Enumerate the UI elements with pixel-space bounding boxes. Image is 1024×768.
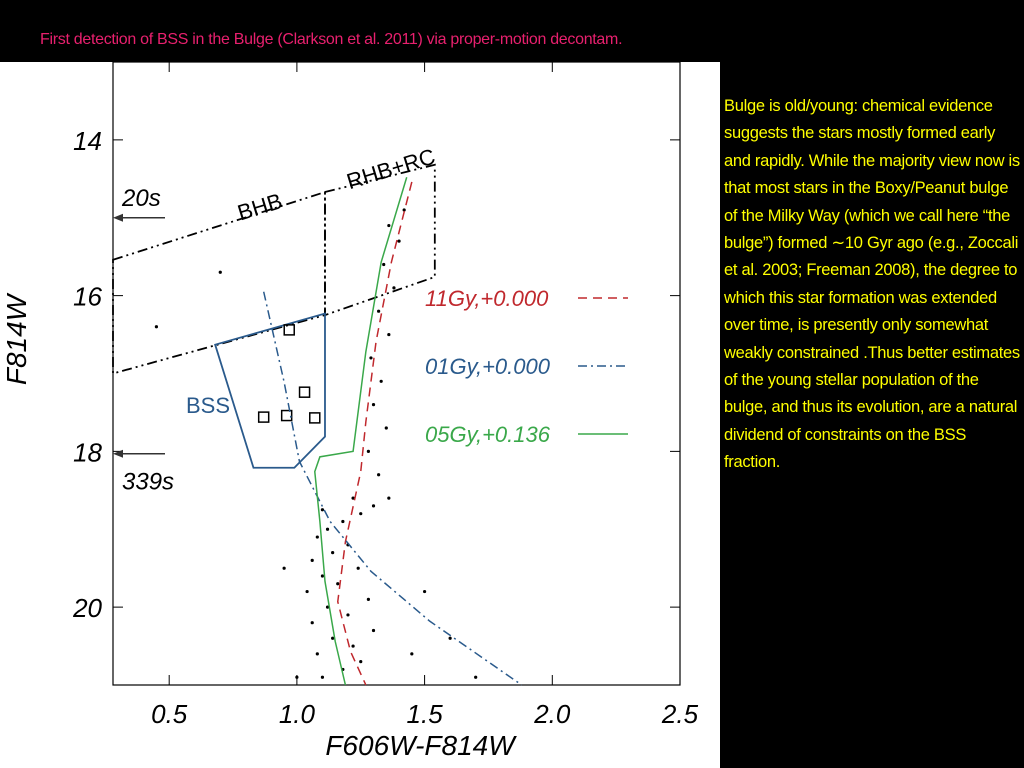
bss-marker xyxy=(283,324,295,336)
star-point xyxy=(320,675,325,679)
star-point xyxy=(356,566,360,570)
star-point xyxy=(377,309,381,313)
annotation-label: 339s xyxy=(122,469,174,496)
star-point xyxy=(341,519,345,524)
x-tick-label: 1.5 xyxy=(407,699,444,729)
star-point xyxy=(351,496,355,500)
isochrone-line xyxy=(314,177,408,686)
star-point xyxy=(336,582,340,586)
slide-body: Bulge is old/young: chemical evidence su… xyxy=(724,97,1020,472)
bss-marker xyxy=(309,412,321,424)
star-point xyxy=(387,496,391,500)
star-point xyxy=(369,356,373,360)
region-label: BSS xyxy=(186,393,230,418)
star-point xyxy=(384,426,388,430)
star-point xyxy=(410,652,414,656)
annotation-arrowhead xyxy=(113,213,123,222)
star-point xyxy=(377,473,381,477)
star-point xyxy=(305,589,309,594)
x-tick-label: 2.5 xyxy=(661,699,699,729)
star-point xyxy=(397,239,401,243)
star-point xyxy=(346,613,350,617)
legend-label: 11Gy,+0.000 xyxy=(425,286,549,311)
isochrone-line xyxy=(262,291,523,686)
star-point xyxy=(448,636,452,640)
isochrone-line xyxy=(336,181,413,686)
bss-marker xyxy=(280,409,293,422)
bss-marker xyxy=(257,411,270,423)
star-point xyxy=(325,605,330,609)
slide-title: First detection of BSS in the Bulge (Cla… xyxy=(40,31,623,48)
star-point xyxy=(320,508,325,512)
star-point xyxy=(371,403,376,407)
y-tick-label: 18 xyxy=(73,437,102,467)
star-point xyxy=(315,535,319,539)
star-point xyxy=(331,636,335,640)
y-axis-label: F814W xyxy=(1,292,32,385)
annotation-label: 20s xyxy=(121,185,161,212)
x-tick-label: 1.0 xyxy=(279,699,316,729)
x-tick-label: 0.5 xyxy=(151,699,188,729)
legend-label: 05Gy,+0.136 xyxy=(425,422,551,447)
plot-frame xyxy=(112,61,681,686)
star-point xyxy=(422,589,427,594)
region-outline xyxy=(324,163,436,317)
star-point xyxy=(310,558,314,563)
star-point xyxy=(379,379,383,383)
star-point xyxy=(310,621,314,625)
region-label: BHB xyxy=(235,188,286,225)
x-axis-label: F606W-F814W xyxy=(325,730,517,761)
star-point xyxy=(382,262,386,267)
star-point xyxy=(366,597,371,601)
star-point xyxy=(371,504,376,508)
star-point xyxy=(315,652,319,656)
region-outline xyxy=(214,312,326,469)
star-point xyxy=(366,449,371,453)
region-outline xyxy=(112,190,326,375)
star-point xyxy=(351,644,355,648)
y-tick-label: 20 xyxy=(72,593,102,623)
star-point xyxy=(474,675,478,679)
star-point xyxy=(218,270,222,274)
star-point xyxy=(295,675,299,679)
star-point xyxy=(402,208,406,212)
annotation-arrowhead xyxy=(113,449,123,458)
legend-label: 01Gy,+0.000 xyxy=(425,354,551,379)
star-point xyxy=(359,660,363,664)
star-point xyxy=(154,325,159,329)
star-point xyxy=(331,551,335,555)
star-point xyxy=(282,566,286,570)
chart: 0.5 1.0 1.5 2.0 2.5 14 16 18 20 F606W-F814W F814W B… xyxy=(1,61,699,761)
figure-panel xyxy=(0,62,720,768)
star-point xyxy=(359,512,363,516)
y-tick-label: 16 xyxy=(73,282,102,312)
star-point xyxy=(320,574,325,578)
star-point xyxy=(387,332,391,337)
star-point xyxy=(392,286,396,290)
star-point xyxy=(387,223,391,228)
star-point xyxy=(371,628,376,633)
y-tick-label: 14 xyxy=(73,126,102,156)
star-point xyxy=(325,527,330,531)
region-label: RHB+RC xyxy=(344,144,439,195)
bss-marker xyxy=(298,386,311,398)
x-tick-label: 2.0 xyxy=(533,699,571,729)
